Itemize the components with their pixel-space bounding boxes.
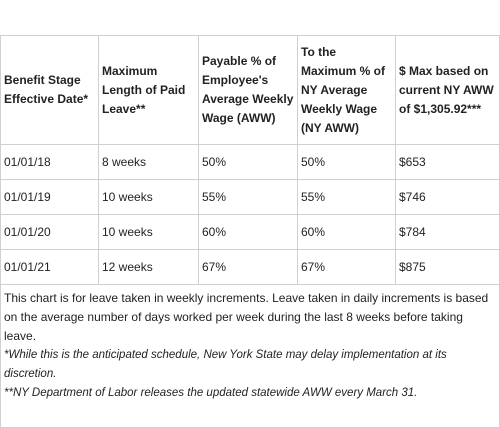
cell: 01/01/18 — [0, 144, 99, 180]
benefits-table: Benefit Stage Effective Date* Maximum Len… — [0, 35, 500, 428]
table-body: Benefit Stage Effective Date* Maximum Len… — [0, 35, 500, 428]
cell: 10 weeks — [98, 179, 199, 215]
data-row: 01/01/18 8 weeks 50% 50% $653 — [0, 144, 500, 180]
header-cell: Benefit Stage Effective Date* — [0, 35, 99, 145]
cell: 12 weeks — [98, 249, 199, 285]
cell: $653 — [395, 144, 500, 180]
note: **NY Department of Labor releases the up… — [4, 387, 418, 399]
notes: This chart is for leave taken in weekly … — [0, 284, 500, 428]
data-row: 01/01/21 12 weeks 67% 67% $875 — [0, 249, 500, 285]
cell: $784 — [395, 214, 500, 250]
header-cell: Payable % of Employee's Average Weekly W… — [198, 35, 298, 145]
data-row: 01/01/20 10 weeks 60% 60% $784 — [0, 214, 500, 250]
cell: 55% — [198, 179, 298, 215]
cell: 67% — [297, 249, 396, 285]
cell: 50% — [198, 144, 298, 180]
cell: 67% — [198, 249, 298, 285]
header-row: Benefit Stage Effective Date* Maximum Len… — [0, 35, 500, 145]
data-row: 01/01/19 10 weeks 55% 55% $746 — [0, 179, 500, 215]
cell: 50% — [297, 144, 396, 180]
footer-row: This chart is for leave taken in weekly … — [0, 284, 500, 428]
cell: 8 weeks — [98, 144, 199, 180]
cell: 01/01/19 — [0, 179, 99, 215]
header-cell: Maximum Length of Paid Leave** — [98, 35, 199, 145]
cell: $875 — [395, 249, 500, 285]
cell: 01/01/21 — [0, 249, 99, 285]
header-cell: To the Maximum % of NY Average Weekly Wa… — [297, 35, 396, 145]
cell: $746 — [395, 179, 500, 215]
cell: 60% — [198, 214, 298, 250]
note: *While this is the anticipated schedule,… — [4, 349, 447, 380]
cell: 60% — [297, 214, 396, 250]
note: This chart is for leave taken in weekly … — [4, 291, 489, 343]
header-cell: $ Max based on current NY AWW of $1,305.… — [395, 35, 500, 145]
cell: 10 weeks — [98, 214, 199, 250]
cell: 01/01/20 — [0, 214, 99, 250]
cell: 55% — [297, 179, 396, 215]
